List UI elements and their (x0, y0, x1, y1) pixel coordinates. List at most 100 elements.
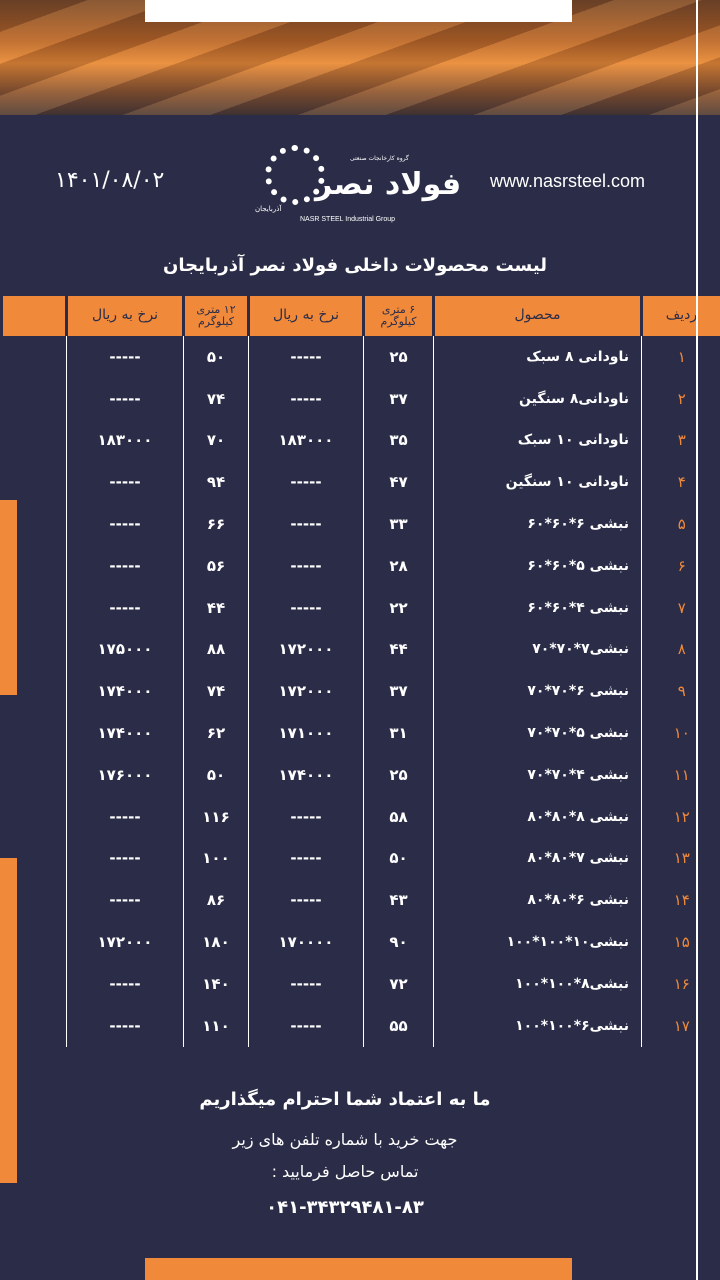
gear-icon (265, 145, 325, 205)
price-6m: ۱۷۴۰۰۰ (248, 753, 364, 796)
empty-cell (2, 796, 67, 838)
empty-cell (2, 754, 67, 796)
product-name: ناودانی ۸ سبک (433, 336, 642, 378)
product-name: نبشی ۵*۶۰*۶۰ (433, 544, 642, 587)
logo-name: فولاد نصر (315, 167, 462, 202)
table-row: ۶ نبشی ۵*۶۰*۶۰ ۲۸ ----- ۵۶ ----- (2, 544, 720, 587)
kg-6m: ۳۷ (363, 670, 434, 713)
table-row: ۱۴ نبشی ۶*۸۰*۸۰ ۴۳ ----- ۸۶ ----- (2, 879, 720, 922)
kg-6m: ۵۰ (363, 837, 434, 880)
row-number: ۱۶ (641, 962, 720, 1005)
header-price-12m: نرخ به ریال (65, 296, 185, 336)
price-6m: ۱۷۱۰۰۰ (248, 712, 364, 754)
price-6m: ----- (248, 879, 364, 922)
price-12m: ----- (66, 544, 184, 587)
kg-6m: ۲۵ (363, 336, 434, 378)
table-row: ۴ ناودانی ۱۰ سنگین ۴۷ ----- ۹۴ ----- (2, 461, 720, 504)
product-name: نبشی ۶*۶۰*۶۰ (433, 503, 642, 545)
price-12m: ----- (66, 503, 184, 545)
kg-6m: ۴۳ (363, 879, 434, 922)
price-12m: ۱۷۲۰۰۰ (66, 921, 184, 963)
empty-cell (2, 629, 67, 671)
empty-cell (2, 378, 67, 420)
price-12m: ----- (66, 1004, 184, 1047)
page-title: لیست محصولات داخلی فولاد نصر آذربایجان (163, 255, 547, 276)
right-divider (696, 0, 698, 1280)
table-row: ۱۱ نبشی ۴*۷۰*۷۰ ۲۵ ۱۷۴۰۰۰ ۵۰ ۱۷۶۰۰۰ (2, 753, 720, 796)
kg-12m: ۸۶ (183, 879, 249, 922)
header-product: محصول (432, 296, 643, 336)
table-row: ۱۵ نبشی۱۰*۱۰۰*۱۰۰ ۹۰ ۱۷۰۰۰۰ ۱۸۰ ۱۷۲۰۰۰ (2, 921, 720, 963)
empty-cell (2, 670, 67, 712)
price-12m: ۱۷۴۰۰۰ (66, 670, 184, 713)
kg-12m: ۱۰۰ (183, 837, 249, 880)
price-12m: ----- (66, 795, 184, 838)
row-number: ۴ (641, 461, 720, 504)
price-6m: ----- (248, 336, 364, 378)
price-12m: ----- (66, 879, 184, 922)
contact-line-1: جهت خرید با شماره تلفن های زیر (232, 1130, 458, 1149)
table-row: ۸ نبشی۷*۷۰*۷۰ ۴۴ ۱۷۲۰۰۰ ۸۸ ۱۷۵۰۰۰ (2, 628, 720, 671)
row-number: ۵ (641, 503, 720, 545)
price-12m: ----- (66, 377, 184, 420)
empty-cell (2, 712, 67, 754)
kg-12m: ۶۶ (183, 503, 249, 545)
table-row: ۹ نبشی ۶*۷۰*۷۰ ۳۷ ۱۷۲۰۰۰ ۷۴ ۱۷۴۰۰۰ (2, 670, 720, 713)
product-name: نبشی۱۰*۱۰۰*۱۰۰ (433, 921, 642, 963)
price-6m: ----- (248, 837, 364, 880)
row-number: ۱۳ (641, 837, 720, 880)
date: ۱۴۰۱/۰۸/۰۲ (55, 168, 165, 193)
kg-12m: ۵۶ (183, 544, 249, 587)
kg-12m: ۷۴ (183, 670, 249, 713)
table-row: ۳ ناودانی ۱۰ سبک ۳۵ ۱۸۳۰۰۰ ۷۰ ۱۸۳۰۰۰ (2, 419, 720, 462)
product-name: نبشی ۶*۷۰*۷۰ (433, 670, 642, 713)
kg-6m: ۲۲ (363, 586, 434, 629)
empty-cell (2, 336, 67, 378)
empty-cell (2, 503, 67, 545)
empty-cell (2, 963, 67, 1005)
left-accent-bar (0, 500, 17, 695)
price-6m: ----- (248, 1004, 364, 1047)
product-name: نبشی۶*۱۰۰*۱۰۰ (433, 1004, 642, 1047)
kg-6m: ۳۱ (363, 712, 434, 754)
price-6m: ۱۷۲۰۰۰ (248, 628, 364, 671)
price-12m: ----- (66, 586, 184, 629)
row-number: ۱۲ (641, 795, 720, 838)
kg-12m: ۶۲ (183, 712, 249, 754)
website-link[interactable]: www.nasrsteel.com (490, 171, 646, 191)
kg-12m: ۸۸ (183, 628, 249, 671)
kg-12m: ۷۴ (183, 377, 249, 420)
table-row: ۱۷ نبشی۶*۱۰۰*۱۰۰ ۵۵ ----- ۱۱۰ ----- (2, 1004, 720, 1047)
row-number: ۳ (641, 419, 720, 462)
product-name: نبشی ۷*۸۰*۸۰ (433, 837, 642, 880)
kg-12m: ۴۴ (183, 586, 249, 629)
kg-6m: ۳۷ (363, 377, 434, 420)
product-name: نبشی۷*۷۰*۷۰ (433, 628, 642, 671)
product-name: ناودانی ۱۰ سبک (433, 419, 642, 462)
kg-6m: ۷۲ (363, 962, 434, 1005)
empty-cell (2, 587, 67, 629)
price-12m: ----- (66, 336, 184, 378)
logo-subtitle: گروه کارخانجات صنعتی (350, 155, 409, 162)
row-number: ۲ (641, 377, 720, 420)
price-12m: ۱۷۵۰۰۰ (66, 628, 184, 671)
header-empty (0, 296, 68, 336)
price-6m: ۱۷۰۰۰۰ (248, 921, 364, 963)
left-accent-bar (0, 858, 17, 1183)
price-6m: ----- (248, 795, 364, 838)
empty-cell (2, 838, 67, 880)
price-12m: ۱۷۴۰۰۰ (66, 712, 184, 754)
kg-6m: ۵۵ (363, 1004, 434, 1047)
logo: گروه کارخانجات صنعتی فولاد نصر آذربایجان… (255, 145, 461, 225)
phone-number[interactable]: ۰۴۱-۳۴۳۲۹۴۸۱-۸۳ (266, 1197, 424, 1218)
row-number: ۱۴ (641, 879, 720, 922)
kg-12m: ۱۱۶ (183, 795, 249, 838)
logo-region: آذربایجان (255, 205, 282, 213)
kg-12m: ۹۴ (183, 461, 249, 504)
row-number: ۱۰ (641, 712, 720, 754)
row-number: ۱۷ (641, 1004, 720, 1047)
kg-6m: ۳۳ (363, 503, 434, 545)
price-6m: ----- (248, 586, 364, 629)
bottom-accent-bar (145, 1258, 572, 1280)
kg-6m: ۵۸ (363, 795, 434, 838)
